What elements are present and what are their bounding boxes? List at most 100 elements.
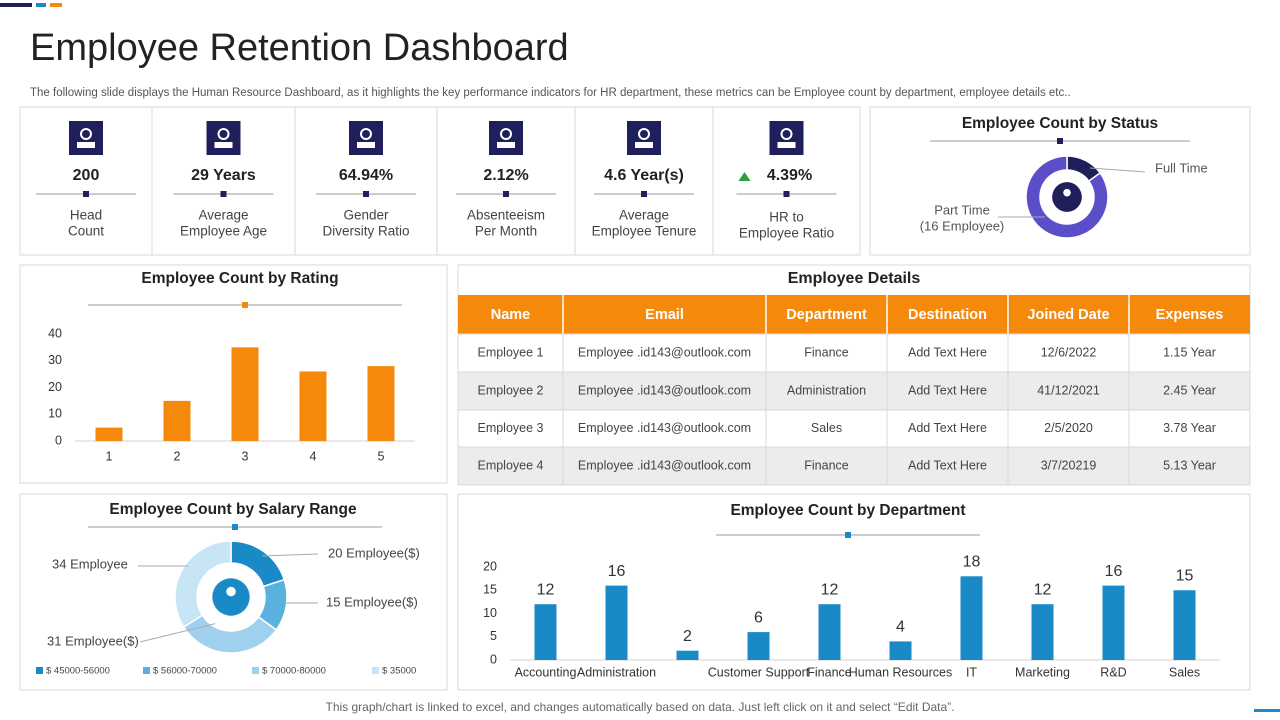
table-cell: Employee .id143@outlook.com — [578, 345, 751, 359]
bar — [1102, 585, 1125, 660]
legend-label: $ 56000-70000 — [153, 666, 217, 677]
x-tick-label: Accounting — [515, 665, 577, 679]
kpi-label: HR to — [769, 210, 804, 225]
kpi-value: 64.94% — [339, 167, 393, 184]
slice-label: 31 Employee($) — [47, 633, 139, 648]
leader-line — [1089, 167, 1146, 173]
table-cell: 3/7/20219 — [1041, 458, 1097, 472]
kpi-label: Employee Tenure — [592, 224, 697, 239]
x-tick-label: Administration — [577, 665, 656, 679]
bar — [163, 400, 191, 441]
bar — [818, 604, 841, 660]
chart-title: Employee Count by Status — [962, 115, 1158, 132]
slice-label: Full Time — [1155, 160, 1208, 175]
x-tick-label: Human Resources — [849, 665, 953, 679]
table-cell: 2.45 Year — [1163, 383, 1216, 397]
legend-swatch — [36, 667, 43, 674]
table-cell: 41/12/2021 — [1037, 383, 1100, 397]
kpi-rule-dot — [363, 191, 369, 197]
data-label: 6 — [754, 609, 763, 626]
bar — [747, 632, 770, 660]
data-label: 12 — [1034, 581, 1052, 598]
kpi-icon-glyph — [638, 128, 650, 140]
slice-label: Part Time — [934, 202, 990, 217]
table-title: Employee Details — [788, 270, 921, 287]
kpi-rule-dot — [641, 191, 647, 197]
x-tick-label: 2 — [174, 449, 181, 463]
leader-line — [261, 553, 319, 557]
slice-label: (16 Employee) — [920, 218, 1005, 233]
data-label: 15 — [1176, 567, 1194, 584]
data-label: 12 — [821, 581, 839, 598]
table-cell: Finance — [804, 345, 849, 359]
kpi-value: 29 Years — [191, 167, 256, 184]
bar — [95, 427, 123, 441]
y-tick-label: 15 — [483, 583, 497, 597]
decor — [1254, 709, 1280, 712]
table-row — [457, 333, 1251, 373]
kpi-icon-glyph — [357, 142, 375, 148]
data-label: 4 — [896, 619, 905, 636]
x-tick-label: Sales — [1169, 665, 1200, 679]
decor — [50, 3, 62, 7]
kpi-rule-dot — [220, 191, 227, 197]
data-label: 2 — [683, 628, 692, 645]
table-header: Department — [786, 307, 867, 323]
x-tick-label: IT — [966, 665, 977, 679]
table-cell: Employee 2 — [477, 383, 543, 397]
kpi-rule-dot — [783, 191, 790, 197]
table-cell: Add Text Here — [908, 458, 987, 472]
table-cell: Finance — [804, 458, 849, 472]
chart-title: Employee Count by Rating — [141, 270, 338, 287]
table-cell: 12/6/2022 — [1041, 345, 1097, 359]
table-cell: Employee 1 — [477, 345, 543, 359]
table-cell: 5.13 Year — [1163, 458, 1216, 472]
kpi-value: 2.12% — [483, 167, 528, 184]
kpi-icon-glyph — [360, 128, 372, 140]
table-cell: Employee .id143@outlook.com — [578, 421, 751, 435]
decor — [0, 3, 32, 7]
table-row — [457, 409, 1251, 448]
slice-label: 15 Employee($) — [326, 594, 418, 609]
table-cell: Employee .id143@outlook.com — [578, 458, 751, 472]
table-header: Destination — [908, 307, 987, 323]
kpi-icon-glyph — [80, 128, 92, 140]
title-rule-dot — [845, 532, 851, 538]
center-icon — [212, 578, 250, 616]
title-rule-dot — [1057, 138, 1063, 144]
bar — [367, 366, 395, 441]
kpi-icon-glyph — [777, 142, 796, 148]
legend-swatch — [252, 667, 259, 674]
center-icon-glyph — [1063, 188, 1071, 197]
kpi-icon-glyph — [500, 128, 512, 140]
table-cell: 3.78 Year — [1163, 421, 1216, 435]
kpi-value: 4.39% — [767, 167, 812, 184]
kpi-icon-glyph — [217, 128, 230, 140]
kpi-label: Average — [198, 208, 248, 223]
table-cell: Administration — [787, 383, 866, 397]
table-cell: Add Text Here — [908, 345, 987, 359]
kpi-label: Absenteeism — [467, 208, 545, 223]
kpi-label: Employee Age — [180, 224, 267, 239]
kpi-label: Diversity Ratio — [322, 224, 409, 239]
kpi-rule-dot — [503, 191, 509, 197]
chart-title: Employee Count by Department — [730, 502, 965, 519]
footer: This graph/chart is linked to excel, and… — [326, 700, 955, 714]
y-tick-label: 0 — [490, 652, 497, 666]
trend-up-icon — [738, 172, 751, 181]
kpi-label: Head — [70, 208, 102, 223]
x-tick-label: Customer Support — [708, 665, 810, 679]
table-cell: 1.15 Year — [1163, 345, 1216, 359]
x-tick-label: 3 — [242, 449, 249, 463]
decor — [36, 3, 46, 7]
bar — [605, 585, 628, 660]
kpi-value: 200 — [73, 167, 100, 184]
y-tick-label: 30 — [48, 353, 62, 367]
data-label: 16 — [608, 563, 626, 580]
bar — [1031, 604, 1054, 660]
kpi-label: Gender — [343, 208, 389, 223]
y-tick-label: 0 — [55, 433, 62, 447]
bar — [1173, 590, 1196, 660]
kpi-label: Employee Ratio — [739, 226, 834, 241]
